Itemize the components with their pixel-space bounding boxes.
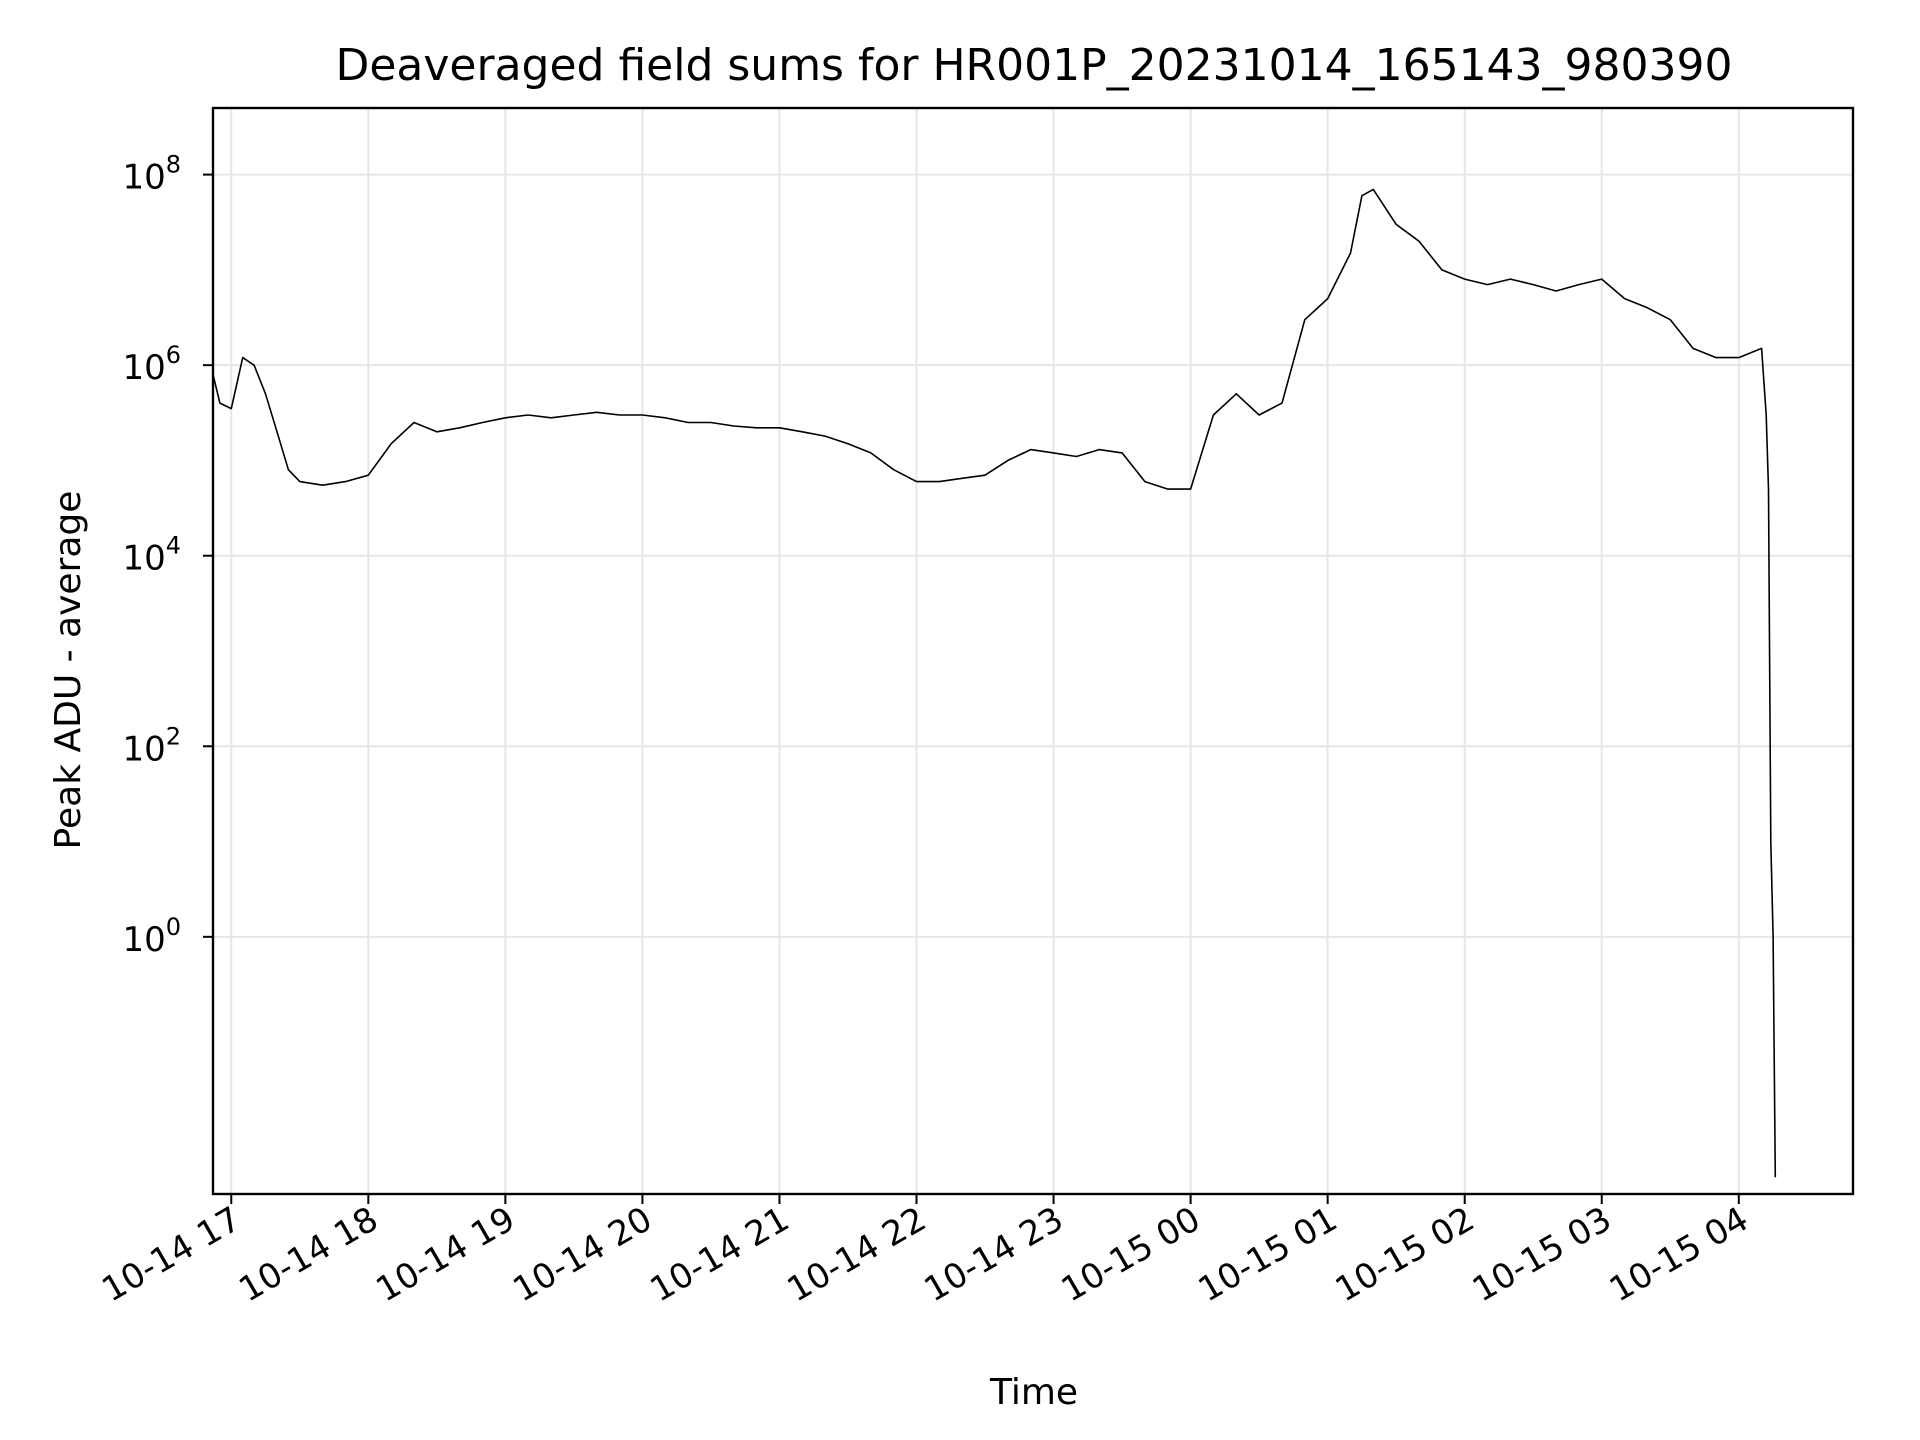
y-tick-base: 10 (122, 539, 165, 579)
y-tick-label: 106 (122, 341, 181, 388)
y-tick-base: 10 (122, 920, 165, 960)
y-tick-base: 10 (122, 348, 165, 388)
y-tick-label: 100 (122, 913, 181, 960)
y-axis-label: Peak ADU - average (48, 491, 89, 850)
x-axis-label: Time (989, 1372, 1078, 1413)
y-tick-exponent: 2 (166, 722, 181, 750)
series-line (212, 188, 1777, 1178)
y-tick-label: 104 (122, 532, 181, 579)
y-tick-exponent: 4 (166, 532, 181, 560)
y-tick-exponent: 8 (166, 151, 181, 179)
chart-title: Deaveraged field sums for HR001P_2023101… (335, 40, 1732, 91)
grid-lines (213, 108, 1853, 1194)
y-tick-base: 10 (122, 729, 165, 769)
plot-frame (211, 106, 1855, 1196)
y-tick-label: 102 (122, 722, 181, 769)
series-layer (212, 188, 1777, 1178)
y-tick-exponent: 0 (166, 913, 181, 941)
y-tick-exponent: 6 (166, 341, 181, 369)
y-tick-base: 10 (122, 158, 165, 198)
y-tick-label: 108 (122, 151, 181, 198)
